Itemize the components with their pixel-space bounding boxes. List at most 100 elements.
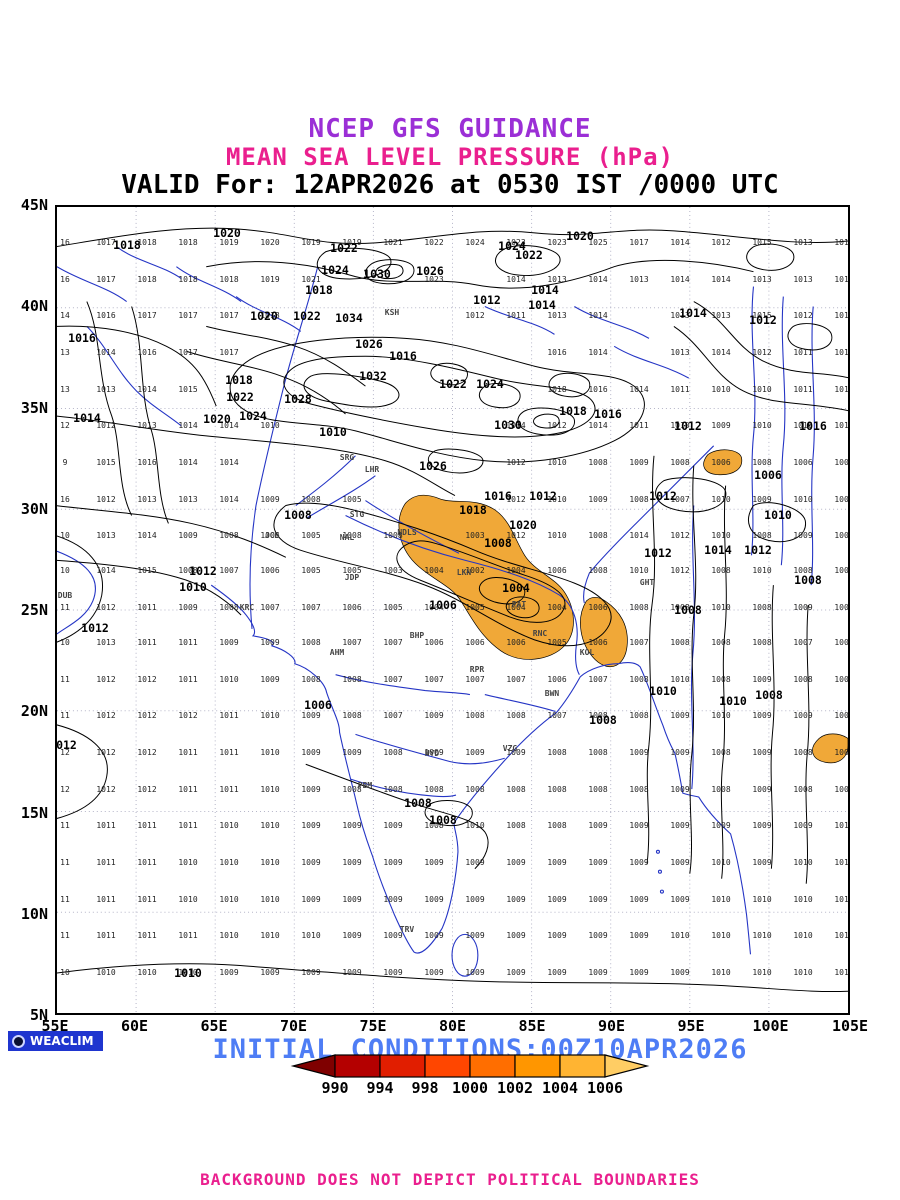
grid-value: 1008 (506, 785, 526, 794)
grid-value: 1010 (219, 895, 239, 904)
grid-value: 1010 (260, 421, 280, 430)
grid-value: 13 (60, 348, 70, 357)
grid-value: 1011 (178, 638, 198, 647)
grid-value: 1009 (629, 458, 649, 467)
grid-value: 1010 (260, 858, 280, 867)
grid-value: 1008 (588, 785, 608, 794)
grid-value: 1008 (219, 603, 239, 612)
grid-value: 1011 (96, 821, 116, 830)
grid-value: 1005 (301, 531, 321, 540)
grid-value: 1010 (219, 931, 239, 940)
grid-value: 1012 (506, 495, 526, 504)
chart-subtitle: MEAN SEA LEVEL PRESSURE (hPa) (225, 143, 675, 171)
grid-value: 1008 (711, 638, 731, 647)
isobar-labels: 1018 1020 1022 1024 1030 1026 1024 1022 1020 1014… (57, 207, 848, 1013)
colorbar-segment (559, 1054, 606, 1078)
grid-value: 16 (60, 275, 70, 284)
grid-value: 1008 (629, 603, 649, 612)
colorbar (290, 1054, 650, 1078)
contour-label: 1014 (73, 411, 101, 425)
grid-value: 1006 (506, 638, 526, 647)
grid-value: 1012 (96, 495, 116, 504)
grid-value: 1018 (260, 311, 280, 320)
grid-value: 1007 (260, 603, 280, 612)
bengal-myanmar-coastline (579, 661, 752, 955)
grid-value: 1008 (547, 821, 567, 830)
grid-value: 1009 (260, 638, 280, 647)
grid-value: 1010 (219, 821, 239, 830)
grid-value: 1018 (137, 275, 157, 284)
grid-value: 1006 (547, 675, 567, 684)
contour-label: 1012 (644, 546, 672, 560)
grid-value: 1010 (793, 931, 813, 940)
grid-value: 10 (60, 638, 70, 647)
x-axis: 55E 60E 65E 70E 75E 80E 85E 90E 95E 100E 105E (0, 1017, 900, 1037)
grid-value: 1004 (506, 603, 526, 612)
contour-label: 1010 (719, 694, 747, 708)
station-label: JCB (264, 531, 280, 540)
grid-value: 1014 (219, 458, 239, 467)
contour-label: 1008 (284, 508, 312, 522)
grid-value: 1009 (629, 895, 649, 904)
grid-value: 1009 (670, 968, 690, 977)
grid-value: 1007 (506, 675, 526, 684)
station-label: JDP (344, 573, 360, 582)
x-tick-label: 105E (831, 1017, 869, 1035)
grid-value: 1011 (670, 385, 690, 394)
grid-value: 1012 (465, 311, 485, 320)
grid-value: 1009 (834, 675, 849, 684)
station-label: DUB (57, 591, 73, 600)
andaman-island (657, 869, 662, 874)
grid-value: 1008 (752, 603, 772, 612)
grid-value: 1010 (711, 531, 731, 540)
grid-value: 1010 (711, 931, 731, 940)
grid-value: 1011 (96, 895, 116, 904)
grid-value: 1014 (588, 275, 608, 284)
grid-value: 1009 (588, 821, 608, 830)
grid-value: 1018 (178, 275, 198, 284)
grid-value: 1015 (752, 238, 772, 247)
contour-label: 1014 (531, 283, 559, 297)
grid-value: 1014 (96, 566, 116, 575)
grid-value: 1014 (834, 275, 849, 284)
grid-value: 1008 (752, 638, 772, 647)
india-coastline-east (413, 676, 581, 954)
contour-label: 1024 (476, 377, 504, 391)
grid-value: 1011 (219, 748, 239, 757)
grid-value: 1011 (137, 638, 157, 647)
grid-value: 1009 (342, 931, 362, 940)
station-label: RPR (469, 665, 485, 674)
grid-value: 1012 (137, 748, 157, 757)
grid-value: 1010 (834, 931, 849, 940)
grid-value: 1007 (793, 638, 813, 647)
grid-value: 1009 (711, 421, 731, 430)
contour-label: 1004 (502, 581, 530, 595)
grid-value: 1017 (629, 238, 649, 247)
contour-label: 1014 (704, 543, 732, 557)
contour-label: 1012 (649, 489, 677, 503)
grid-value: 1009 (178, 531, 198, 540)
grid-value: 9 (62, 458, 68, 467)
grid-value: 1010 (752, 931, 772, 940)
colorbar-tick-label: 1000 (451, 1079, 489, 1097)
grid-value: 1009 (834, 458, 849, 467)
helmand-river (86, 326, 182, 427)
grid-value: 10 (60, 566, 70, 575)
grid-value: 1009 (588, 968, 608, 977)
shaded-patch-ne (703, 449, 743, 476)
grid-value: 1011 (178, 821, 198, 830)
grid-value: 1014 (137, 531, 157, 540)
grid-value: 12 (60, 785, 70, 794)
grid-value: 1010 (711, 858, 731, 867)
weaclim-logo-text: WEACLIM (30, 1034, 94, 1048)
mountain-river (613, 345, 690, 379)
contour-label: 1012 (473, 293, 501, 307)
grid-value: 11 (60, 858, 70, 867)
grid-value: 1010 (752, 968, 772, 977)
grid-value: 1009 (588, 858, 608, 867)
grid-value: 1014 (137, 385, 157, 394)
grid-value: 1008 (342, 531, 362, 540)
grid-value: 1017 (219, 311, 239, 320)
station-label: STG (349, 510, 365, 519)
grid-value: 1011 (137, 603, 157, 612)
